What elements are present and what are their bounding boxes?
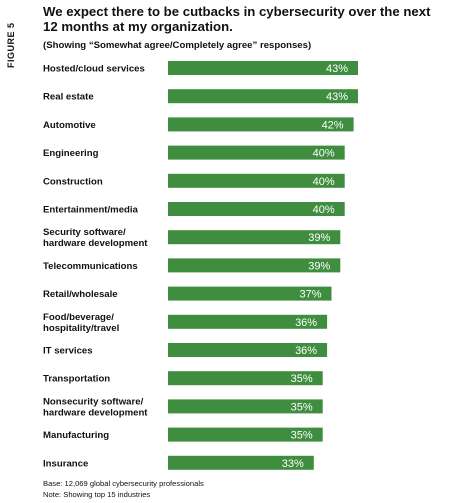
category-label: Engineering [43, 148, 99, 159]
category-label: Insurance [43, 458, 88, 469]
bar-value-label: 39% [308, 260, 330, 272]
footnote-note: Note: Showing top 15 industries [43, 490, 151, 499]
category-label: Retail/wholesale [43, 289, 118, 300]
bar [168, 455, 314, 470]
bar-value-label: 33% [282, 458, 304, 470]
category-label: Entertainment/media [43, 205, 139, 216]
category-label: Automotive [43, 120, 96, 131]
chart-title: We expect there to be cutbacks in cybers… [43, 4, 431, 34]
bar [168, 286, 332, 301]
bar [168, 145, 345, 160]
bar-value-label: 40% [313, 204, 335, 216]
bar [168, 427, 323, 442]
bar [168, 371, 323, 386]
bar-value-label: 39% [308, 232, 330, 244]
bar [168, 89, 358, 104]
category-label: Construction [43, 176, 103, 187]
bar-value-label: 40% [313, 176, 335, 188]
category-label: Nonsecurity software/hardware developmen… [43, 396, 148, 418]
bar-value-label: 40% [313, 148, 335, 160]
footnote-base: Base: 12,069 global cybersecurity profes… [43, 479, 204, 488]
bar-value-label: 43% [326, 91, 348, 103]
category-label: Real estate [43, 92, 94, 103]
category-label: Manufacturing [43, 430, 109, 441]
category-label: IT services [43, 346, 93, 357]
bar [168, 230, 341, 245]
bar [168, 117, 354, 132]
bar [168, 399, 323, 414]
bar [168, 202, 345, 216]
bar-value-label: 36% [295, 317, 317, 329]
bar-value-label: 37% [299, 289, 321, 301]
bar-value-label: 43% [326, 63, 348, 75]
bar [168, 173, 345, 188]
bar-value-label: 35% [291, 430, 313, 442]
category-label: Hosted/cloud services [43, 64, 145, 75]
bar [168, 314, 328, 329]
bar [168, 258, 341, 273]
bar-value-label: 36% [295, 345, 317, 357]
category-label: Food/beverage/hospitality/travel [43, 312, 119, 334]
category-label: Transportation [43, 374, 110, 385]
category-label: Security software/hardware development [43, 227, 148, 249]
bar [168, 343, 328, 357]
category-label: Telecommunications [43, 261, 138, 272]
bar-value-label: 42% [322, 119, 344, 131]
chart-subtitle: (Showing “Somewhat agree/Completely agre… [43, 40, 312, 51]
bar [168, 61, 358, 75]
bar-value-label: 35% [291, 401, 313, 413]
bar-value-label: 35% [291, 373, 313, 385]
